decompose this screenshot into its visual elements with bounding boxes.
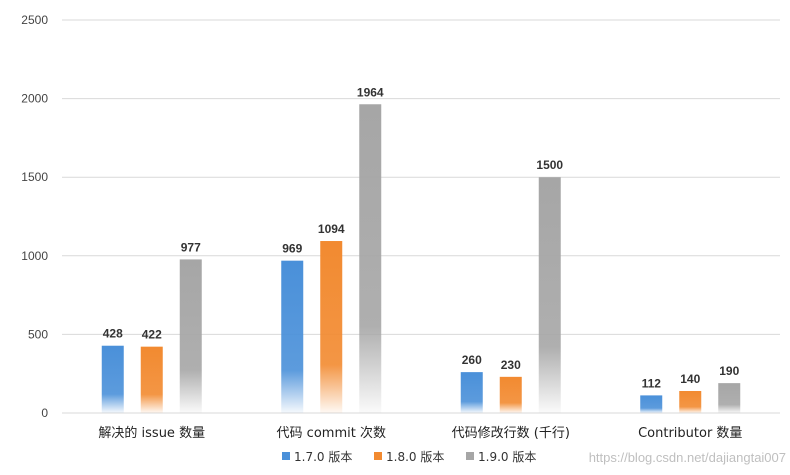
bar xyxy=(101,345,124,413)
category-label: 代码修改行数 (千行) xyxy=(452,426,570,441)
legend-swatch xyxy=(282,452,290,460)
bar xyxy=(679,390,702,413)
legend-swatch xyxy=(466,452,474,460)
gridlines xyxy=(62,19,780,414)
y-tick-label: 2000 xyxy=(21,92,48,106)
data-labels: 428 422 977 969 1094 1964 260 230 1500 112 140 190 xyxy=(103,85,740,390)
category-label: 解决的 issue 数量 xyxy=(98,425,205,441)
data-label: 422 xyxy=(142,328,162,342)
data-label: 260 xyxy=(462,353,482,367)
bars xyxy=(101,104,741,413)
legend-label: 1.7.0 版本 xyxy=(294,450,352,464)
bar xyxy=(460,372,483,413)
category-label: Contributor 数量 xyxy=(638,426,742,441)
legend-label: 1.9.0 版本 xyxy=(478,450,536,464)
legend-label: 1.8.0 版本 xyxy=(386,450,444,464)
data-label: 969 xyxy=(282,242,302,256)
data-label: 190 xyxy=(719,364,739,378)
data-label: 977 xyxy=(181,240,201,254)
data-label: 140 xyxy=(680,372,700,386)
bar xyxy=(538,177,561,413)
y-tick-label: 0 xyxy=(41,406,48,420)
y-tick-label: 500 xyxy=(28,327,48,341)
bar xyxy=(179,259,202,413)
y-tick-label: 2500 xyxy=(21,13,48,27)
bar xyxy=(499,376,522,413)
data-label: 1500 xyxy=(536,158,563,172)
data-label: 428 xyxy=(103,327,123,341)
bar xyxy=(640,395,663,413)
bar xyxy=(320,241,343,413)
bar xyxy=(718,383,741,413)
data-label: 1094 xyxy=(318,222,345,236)
data-label: 230 xyxy=(501,358,521,372)
legend: 1.7.0 版本 1.8.0 版本 1.9.0 版本 xyxy=(282,450,536,464)
watermark: https://blog.csdn.net/dajiangtai007 xyxy=(589,450,786,465)
bar xyxy=(281,260,304,413)
bar xyxy=(359,104,382,413)
data-label: 1964 xyxy=(357,85,384,99)
y-axis-ticks: 0 500 1000 1500 2000 2500 xyxy=(21,13,48,420)
data-label: 112 xyxy=(642,376,662,390)
category-label: 代码 commit 次数 xyxy=(277,425,386,441)
legend-swatch xyxy=(374,452,382,460)
y-tick-label: 1000 xyxy=(21,249,48,263)
category-labels: 解决的 issue 数量 代码 commit 次数 代码修改行数 (千行) Contr… xyxy=(98,425,742,441)
bar xyxy=(140,346,163,413)
y-tick-label: 1500 xyxy=(21,170,48,184)
